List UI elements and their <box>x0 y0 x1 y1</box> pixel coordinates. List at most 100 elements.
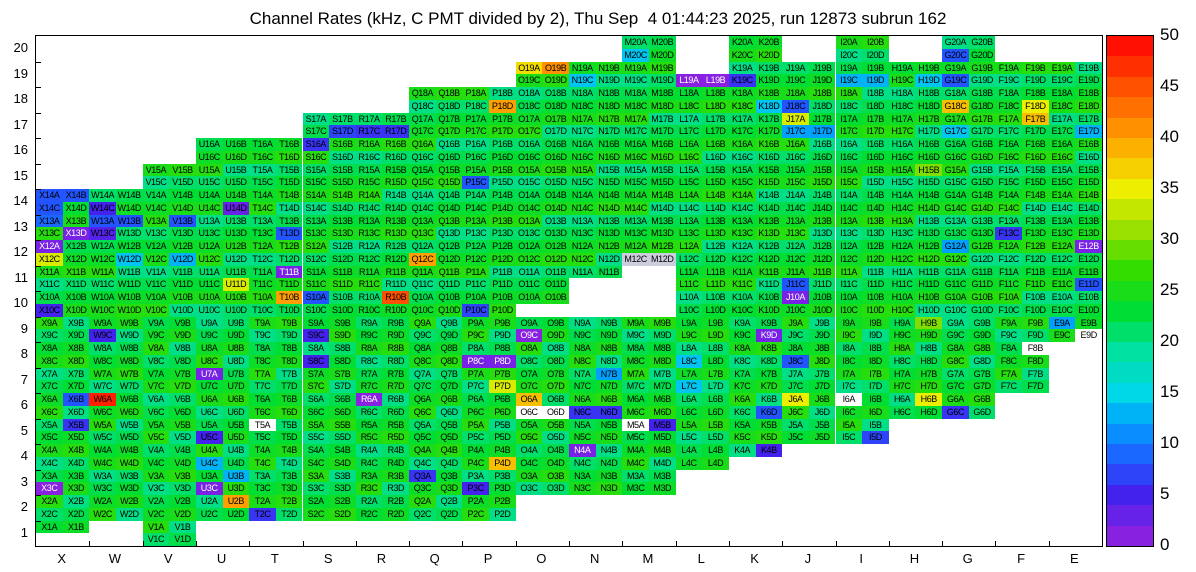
axis-tick <box>302 541 304 546</box>
heatmap-cell: L7D <box>702 380 729 393</box>
heatmap-cell: F7D <box>1022 380 1049 393</box>
heatmap-cell: Q5D <box>435 431 463 444</box>
heatmap-cell: I18B <box>862 87 889 100</box>
heatmap-cell: P17D <box>489 125 516 138</box>
heatmap-cell: P3B <box>489 469 516 483</box>
heatmap-cell: O13C <box>515 227 543 240</box>
heatmap-cell: L17D <box>702 125 729 138</box>
colorbar-segment <box>1107 342 1153 363</box>
heatmap-cell: K19D <box>755 74 783 87</box>
heatmap-cell: H17A <box>888 112 916 126</box>
heatmap-cell: G12B <box>968 240 996 253</box>
heatmap-cell: U13A <box>195 214 223 228</box>
heatmap-cell: P11B <box>489 265 516 279</box>
heatmap-cell: M13C <box>622 227 649 240</box>
heatmap-cell: G15B <box>968 163 996 177</box>
heatmap-cell: K7B <box>755 367 783 381</box>
heatmap-cell: F11C <box>995 278 1023 291</box>
heatmap-cell: L10A <box>675 291 703 304</box>
heatmap-cell: M19B <box>648 61 676 75</box>
heatmap-cell: N16B <box>595 138 623 151</box>
heatmap-cell: X8A <box>36 342 63 355</box>
heatmap-cell: W7B <box>115 367 143 381</box>
heatmap-cell: M6B <box>648 393 676 406</box>
heatmap-cell: M5C <box>622 431 649 444</box>
heatmap-cell: X14A <box>36 189 63 202</box>
heatmap-cell: X12B <box>62 240 90 253</box>
heatmap-cell: E15C <box>1048 176 1076 189</box>
heatmap-cell: I14A <box>835 189 863 202</box>
heatmap-cell: I14C <box>835 201 863 215</box>
heatmap-cell: Q4D <box>435 456 463 470</box>
heatmap-cell: O5C <box>515 431 543 444</box>
heatmap-cell: O5A <box>515 418 543 432</box>
heatmap-cell: V5A <box>142 418 170 432</box>
heatmap-cell: U11C <box>195 278 223 291</box>
y-axis-label: 8 <box>20 346 28 361</box>
heatmap-cell: S3B <box>329 469 356 483</box>
heatmap-cell: F13B <box>1022 214 1049 228</box>
heatmap-cell: J10C <box>782 303 809 317</box>
heatmap-cell: M14A <box>622 189 649 202</box>
heatmap-cell: K13C <box>728 227 756 240</box>
heatmap-cell: F16A <box>995 138 1023 151</box>
heatmap-cell: N4B <box>595 444 623 457</box>
heatmap-cell: S10A <box>302 291 330 304</box>
heatmap-cell: W4C <box>89 456 116 470</box>
heatmap-cell: E14C <box>1048 201 1076 215</box>
heatmap-cell: H15D <box>915 176 943 189</box>
heatmap-cell: M3C <box>622 482 649 495</box>
heatmap-cell: I9D <box>862 329 889 342</box>
heatmap-cell: X8B <box>62 342 90 355</box>
heatmap-cell: R13A <box>355 214 383 228</box>
heatmap-cell: T11C <box>249 278 276 291</box>
heatmap-cell: I20B <box>862 36 889 49</box>
heatmap-cell: H17D <box>915 125 943 138</box>
heatmap-cell: P2C <box>462 507 490 521</box>
heatmap-cell: H7C <box>888 380 916 393</box>
heatmap-cell: F10C <box>995 303 1023 317</box>
heatmap-cell: N16C <box>569 150 596 164</box>
heatmap-cell: L18A <box>675 87 703 100</box>
heatmap-cell: O18C <box>515 99 543 113</box>
heatmap-cell: P13D <box>489 227 516 240</box>
heatmap-cell: K17B <box>755 112 783 126</box>
heatmap-cell: Q11A <box>409 265 436 279</box>
heatmap-cell: H8C <box>888 354 916 368</box>
heatmap-cell: X14C <box>36 201 63 215</box>
heatmap-cell: S2A <box>302 495 330 508</box>
heatmap-cell: G16C <box>942 150 969 164</box>
heatmap-cell: N19A <box>569 61 596 75</box>
heatmap-cell: L12C <box>675 252 703 266</box>
heatmap-cell: N18B <box>595 87 623 100</box>
heatmap-cell: U9A <box>195 316 223 330</box>
heatmap-cell: G19D <box>968 74 996 87</box>
heatmap-cell: N16D <box>595 150 623 164</box>
heatmap-cell: M9B <box>648 316 676 330</box>
heatmap-cell: T9C <box>249 329 276 342</box>
heatmap-cell: T11A <box>249 265 276 279</box>
heatmap-cell: G20C <box>942 48 969 62</box>
axis-tick <box>409 541 411 546</box>
heatmap-cell: H18B <box>915 87 943 100</box>
heatmap-cell: U10A <box>195 291 223 304</box>
heatmap-cell: R15D <box>382 176 410 189</box>
heatmap-cell: V15D <box>169 176 196 189</box>
heatmap-cell: O11C <box>515 278 543 291</box>
heatmap-cell: V4D <box>169 456 196 470</box>
heatmap-cell: H17C <box>888 125 916 138</box>
heatmap-cell: R11A <box>355 265 383 279</box>
heatmap-cell: O9D <box>542 329 569 342</box>
heatmap-cell: T4B <box>275 444 303 457</box>
heatmap-cell: N9C <box>569 329 596 342</box>
heatmap-cell: U7C <box>195 380 223 393</box>
y-axis-label: 10 <box>13 295 28 310</box>
heatmap-cell: N9B <box>595 316 623 330</box>
heatmap-cell: K17D <box>755 125 783 138</box>
heatmap-cell: R5B <box>382 418 410 432</box>
heatmap-cell: J7C <box>782 380 809 393</box>
heatmap-cell: L13A <box>675 214 703 228</box>
heatmap-cell: T8D <box>275 354 303 368</box>
heatmap-cell: L18C <box>675 99 703 113</box>
heatmap-cell: X5D <box>62 431 90 444</box>
